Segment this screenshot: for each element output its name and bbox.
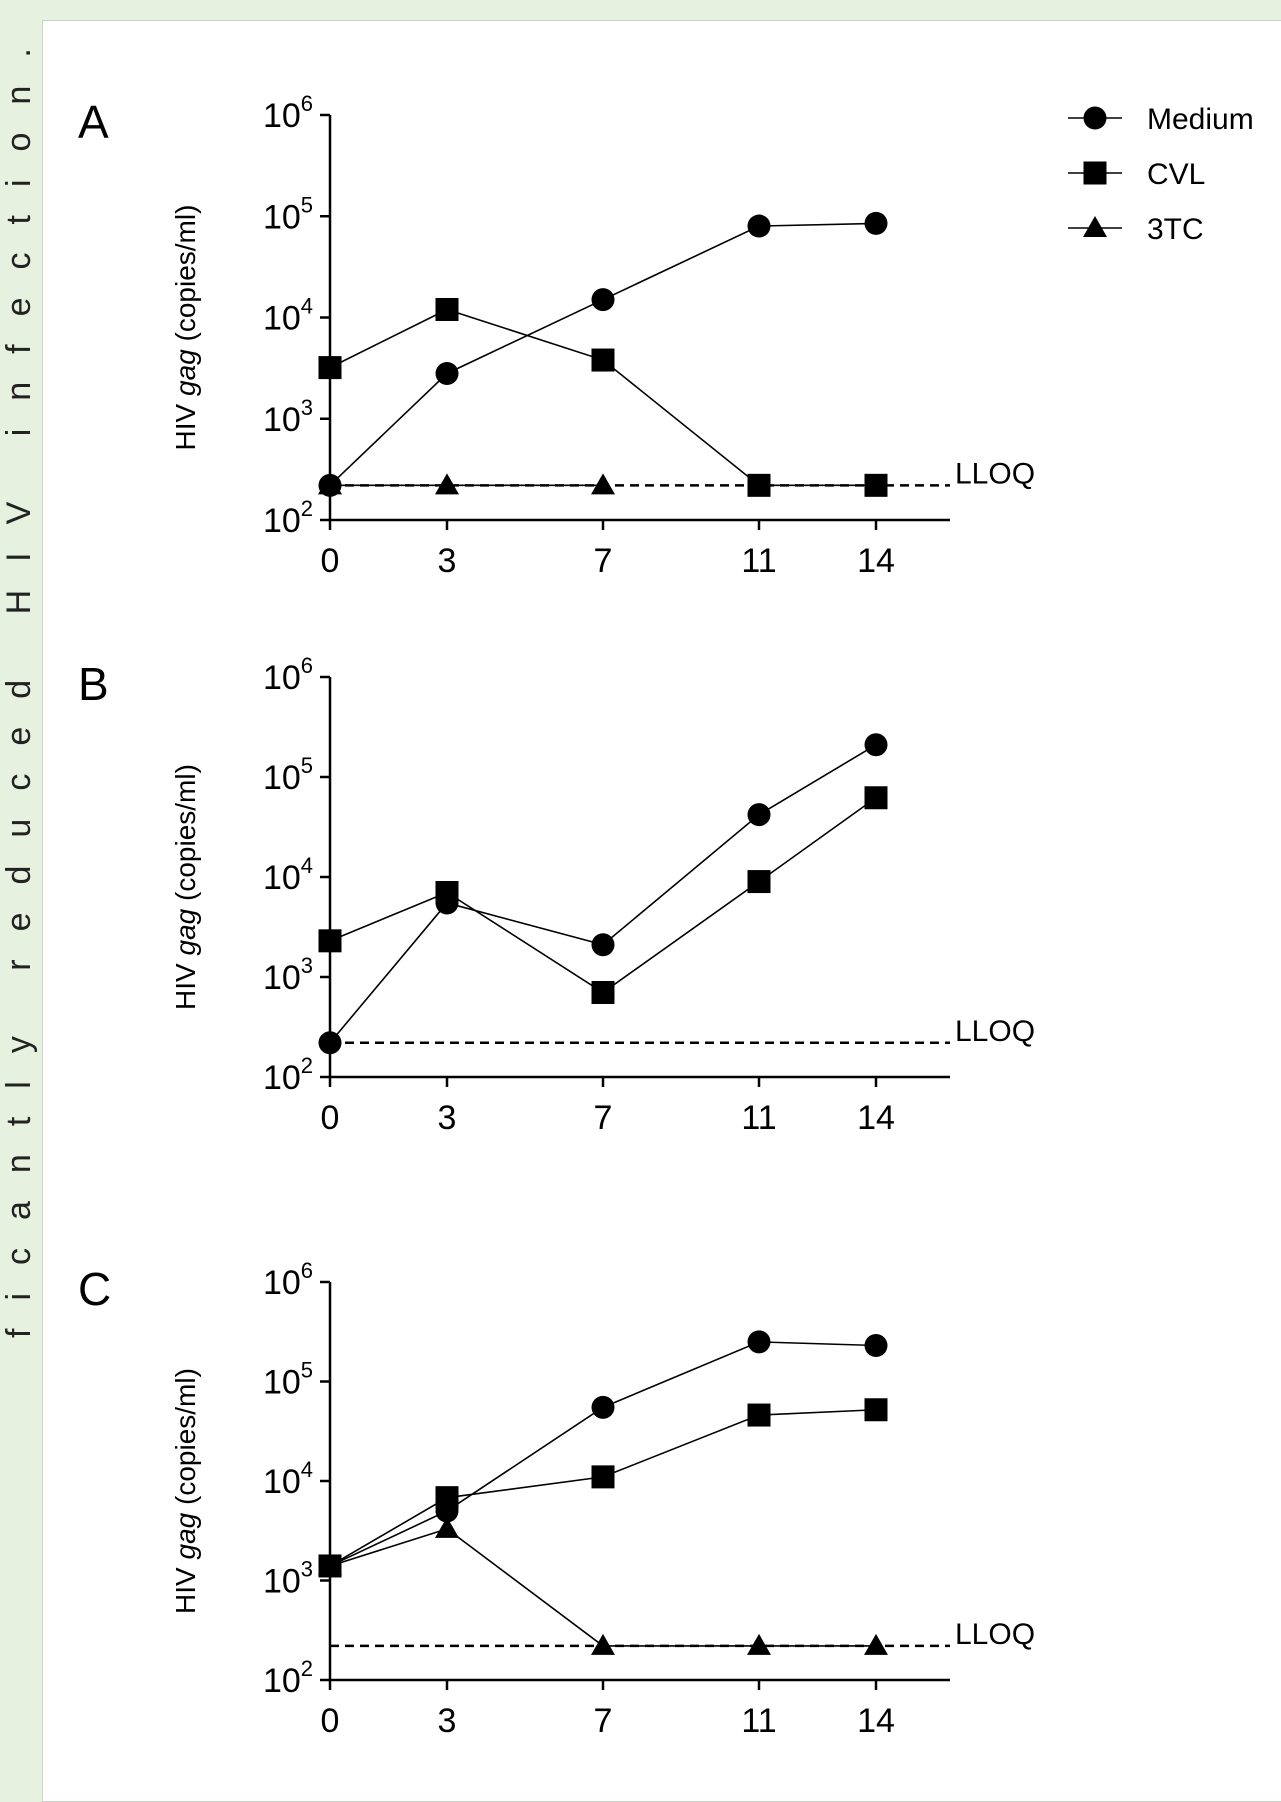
data-point <box>591 1395 615 1419</box>
series-line <box>329 308 876 487</box>
y-tick-label: 103 <box>263 1557 313 1601</box>
data-point <box>747 1330 771 1354</box>
y-tick-label: 104 <box>263 1457 313 1501</box>
x-tick-label: 0 <box>321 1702 340 1740</box>
y-tick-label: 102 <box>263 1053 313 1097</box>
legend-marker <box>1083 161 1107 185</box>
data-point <box>864 473 888 497</box>
data-point <box>318 356 342 380</box>
y-tick-label: 104 <box>263 294 313 338</box>
lloq-label: LLOQ <box>955 457 1035 490</box>
x-tick-label: 14 <box>857 1702 895 1740</box>
lloq-label: LLOQ <box>955 1015 1035 1048</box>
x-tick-label: 0 <box>321 1099 340 1137</box>
y-tick-label: 106 <box>263 1258 313 1302</box>
data-point <box>747 1403 771 1427</box>
x-tick-label: 11 <box>741 1099 776 1137</box>
x-tick-label: 3 <box>438 1702 457 1740</box>
data-point <box>747 473 771 497</box>
data-point <box>864 1633 888 1655</box>
panel-letter: B <box>78 658 109 710</box>
x-tick-label: 3 <box>438 1099 457 1137</box>
legend-marker <box>1083 216 1107 237</box>
series-line <box>329 1341 877 1567</box>
y-axis-label: HIV gag (copies/ml) <box>170 1368 201 1614</box>
legend-item: CVL <box>1068 158 1205 191</box>
data-point <box>864 1334 888 1358</box>
data-point <box>864 211 888 235</box>
data-point <box>318 473 342 495</box>
x-tick-label: 7 <box>594 1099 613 1137</box>
legend-label: Medium <box>1147 103 1254 136</box>
series-line <box>329 1528 876 1647</box>
data-point <box>318 1553 342 1575</box>
legend-label: CVL <box>1147 158 1205 191</box>
data-point <box>435 361 459 385</box>
panel-letter: C <box>78 1263 111 1315</box>
series-medium <box>318 733 888 1055</box>
y-tick-label: 103 <box>263 953 313 997</box>
data-point <box>591 1633 615 1655</box>
y-tick-label: 106 <box>263 91 313 135</box>
data-point <box>318 1031 342 1055</box>
panels: A 102 103 104 105 106 0 3 7 11 14 HIV gag (copies/m… <box>78 91 1035 1740</box>
panel-a: A 102 103 104 105 106 0 3 7 11 14 HIV gag (copies/m… <box>78 91 1035 580</box>
panel-b: B 102 103 104 105 106 0 3 7 11 14 HIV gag (copies/m… <box>78 653 1035 1137</box>
legend-item: Medium <box>1068 103 1254 136</box>
data-point <box>435 473 459 495</box>
legend-item: 3TC <box>1068 213 1204 246</box>
y-tick-label: 102 <box>263 496 313 540</box>
x-tick-label: 0 <box>321 542 340 580</box>
series-3tc <box>318 1516 888 1655</box>
data-point <box>864 1398 888 1422</box>
y-axis-label: HIV gag (copies/ml) <box>170 205 201 451</box>
legend-marker <box>1083 106 1107 130</box>
data-point <box>435 297 459 321</box>
data-point <box>591 933 615 957</box>
y-axis-label: HIV gag (copies/ml) <box>170 764 201 1010</box>
data-point <box>318 929 342 953</box>
y-tick-label: 103 <box>263 395 313 439</box>
series-cvl <box>318 786 888 1004</box>
lloq-label: LLOQ <box>955 1618 1035 1651</box>
x-tick-label: 11 <box>741 542 776 580</box>
data-point <box>591 288 615 312</box>
data-point <box>435 1486 459 1510</box>
figure-frame <box>42 20 1281 1802</box>
panel-c: C 102 103 104 105 106 0 3 7 11 14 HIV gag (copies/m… <box>78 1258 1035 1740</box>
y-tick-label: 104 <box>263 853 313 897</box>
x-tick-label: 3 <box>438 542 457 580</box>
data-point <box>435 1516 459 1538</box>
data-point <box>591 348 615 372</box>
data-point <box>435 880 459 904</box>
y-tick-label: 105 <box>263 753 313 797</box>
data-point <box>591 980 615 1004</box>
x-tick-label: 7 <box>594 542 613 580</box>
series-3tc <box>318 473 615 495</box>
series-cvl <box>318 297 888 497</box>
legend: Medium CVL 3TC <box>1068 103 1254 246</box>
y-tick-label: 106 <box>263 653 313 697</box>
series-cvl <box>318 1398 888 1578</box>
data-point <box>591 1465 615 1489</box>
data-point <box>864 733 888 757</box>
data-point <box>747 214 771 238</box>
series-line <box>329 797 877 994</box>
panel-letter: A <box>78 96 109 148</box>
x-tick-label: 7 <box>594 1702 613 1740</box>
data-point <box>747 870 771 894</box>
x-tick-label: 14 <box>857 1099 895 1137</box>
data-point <box>864 786 888 810</box>
series-medium <box>318 1330 888 1578</box>
data-point <box>747 1633 771 1655</box>
y-tick-label: 105 <box>263 1358 313 1402</box>
data-point <box>591 473 615 495</box>
data-point <box>747 803 771 827</box>
x-tick-label: 14 <box>857 542 895 580</box>
y-tick-label: 102 <box>263 1656 313 1700</box>
x-tick-label: 11 <box>741 1702 776 1740</box>
y-tick-label: 105 <box>263 192 313 236</box>
legend-label: 3TC <box>1147 213 1204 246</box>
